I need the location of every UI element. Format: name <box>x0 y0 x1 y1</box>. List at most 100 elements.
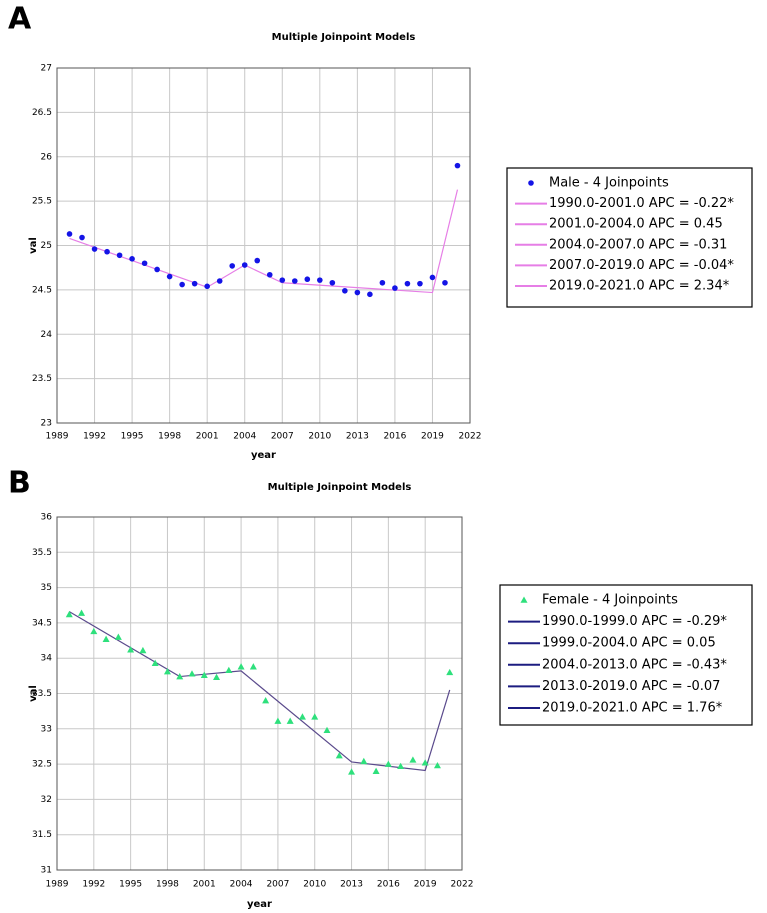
x-tick-label: 2022 <box>459 432 482 442</box>
y-tick-label: 25.5 <box>32 197 52 207</box>
y-tick-label: 33.5 <box>32 689 52 699</box>
data-point <box>141 260 148 267</box>
x-tick-label: 2001 <box>193 880 216 890</box>
data-point <box>204 283 210 290</box>
data-point <box>241 262 248 268</box>
x-tick-label: 1992 <box>83 432 106 442</box>
legend-box <box>506 167 753 308</box>
x-tick-label: 2016 <box>383 432 406 442</box>
y-tick-label: 33 <box>41 724 52 734</box>
data-point <box>286 717 294 724</box>
data-point <box>298 713 306 720</box>
data-point <box>354 289 361 296</box>
data-point <box>213 673 221 681</box>
data-point <box>176 673 184 680</box>
data-point <box>78 609 86 616</box>
legend-label: 2004.0-2013.0 APC = -0.43* <box>542 657 727 672</box>
legend-label: 1990.0-2001.0 APC = -0.22* <box>549 196 734 211</box>
y-tick-label: 34 <box>41 654 53 664</box>
x-tick-label: 2013 <box>346 432 369 442</box>
x-axis-label: year <box>251 450 276 461</box>
legend-label: 1999.0-2004.0 APC = 0.05 <box>542 636 716 651</box>
data-point <box>116 252 123 259</box>
y-tick-label: 31 <box>41 866 52 876</box>
data-point <box>114 633 122 640</box>
x-tick-label: 2004 <box>233 432 256 442</box>
legend-label: Male - 4 Joinpoints <box>549 176 669 191</box>
x-tick-label: 1998 <box>158 432 181 442</box>
data-point <box>323 726 331 734</box>
data-point <box>65 610 73 618</box>
data-point <box>191 280 198 287</box>
data-point <box>360 757 368 765</box>
data-point <box>66 231 73 237</box>
y-tick-label: 26 <box>41 152 53 162</box>
data-point <box>291 278 298 284</box>
data-point <box>225 666 233 674</box>
data-point <box>249 663 257 670</box>
data-point <box>279 277 286 283</box>
data-point <box>429 274 436 281</box>
data-point <box>446 668 454 676</box>
data-point <box>304 276 311 283</box>
data-point <box>151 659 159 666</box>
data-point <box>329 279 336 286</box>
x-tick-label: 1995 <box>121 432 144 442</box>
data-point <box>129 256 135 262</box>
legend-label: 2019.0-2021.0 APC = 1.76* <box>542 701 723 716</box>
y-tick-label: 24.5 <box>32 285 52 295</box>
data-point <box>79 234 85 241</box>
x-tick-label: 2010 <box>308 432 331 442</box>
data-point <box>166 273 173 280</box>
data-point <box>216 278 223 284</box>
y-tick-label: 27 <box>41 64 52 74</box>
y-axis-label: val <box>28 237 39 254</box>
x-tick-label: 2019 <box>421 432 444 442</box>
data-point <box>154 266 160 273</box>
x-tick-label: 2007 <box>271 432 294 442</box>
legend-box <box>499 584 753 726</box>
y-tick-label: 35.5 <box>32 548 52 558</box>
legend-marker <box>528 180 534 186</box>
data-point <box>91 246 98 252</box>
y-tick-label: 32.5 <box>32 760 52 770</box>
data-point <box>379 279 386 286</box>
y-tick-label: 32 <box>41 795 52 805</box>
data-point <box>404 280 411 287</box>
data-point <box>454 162 461 169</box>
data-point <box>127 646 135 653</box>
data-point <box>104 248 110 255</box>
x-tick-label: 2007 <box>266 880 289 890</box>
data-point <box>384 760 392 767</box>
data-point <box>397 762 405 770</box>
chart-title: Multiple Joinpoint Models <box>272 32 416 43</box>
data-point <box>372 767 380 774</box>
chart-title: Multiple Joinpoint Models <box>268 482 412 493</box>
data-point <box>311 713 319 720</box>
legend-label: 2007.0-2019.0 APC = -0.04* <box>549 258 734 273</box>
data-point <box>237 663 245 670</box>
y-axis-label: val <box>28 685 39 702</box>
x-tick-label: 2022 <box>451 880 474 890</box>
data-point <box>139 646 147 654</box>
y-tick-label: 34.5 <box>32 618 52 628</box>
x-tick-label: 2019 <box>414 880 437 890</box>
legend-marker <box>520 596 528 603</box>
data-point <box>421 759 429 766</box>
data-point <box>317 277 323 283</box>
legend-label: 1990.0-1999.0 APC = -0.29* <box>542 614 727 629</box>
data-point <box>179 281 185 288</box>
data-point <box>392 285 398 291</box>
data-point <box>274 717 282 724</box>
data-point <box>367 291 373 298</box>
data-point <box>200 671 208 678</box>
data-point <box>335 752 343 759</box>
plot-frame <box>56 516 463 871</box>
legend-label: 2004.0-2007.0 APC = -0.31 <box>549 237 727 252</box>
panel-label: A <box>8 2 32 37</box>
data-point <box>229 263 236 269</box>
data-point <box>348 768 356 775</box>
x-tick-label: 1995 <box>119 880 142 890</box>
x-tick-label: 2004 <box>230 880 253 890</box>
